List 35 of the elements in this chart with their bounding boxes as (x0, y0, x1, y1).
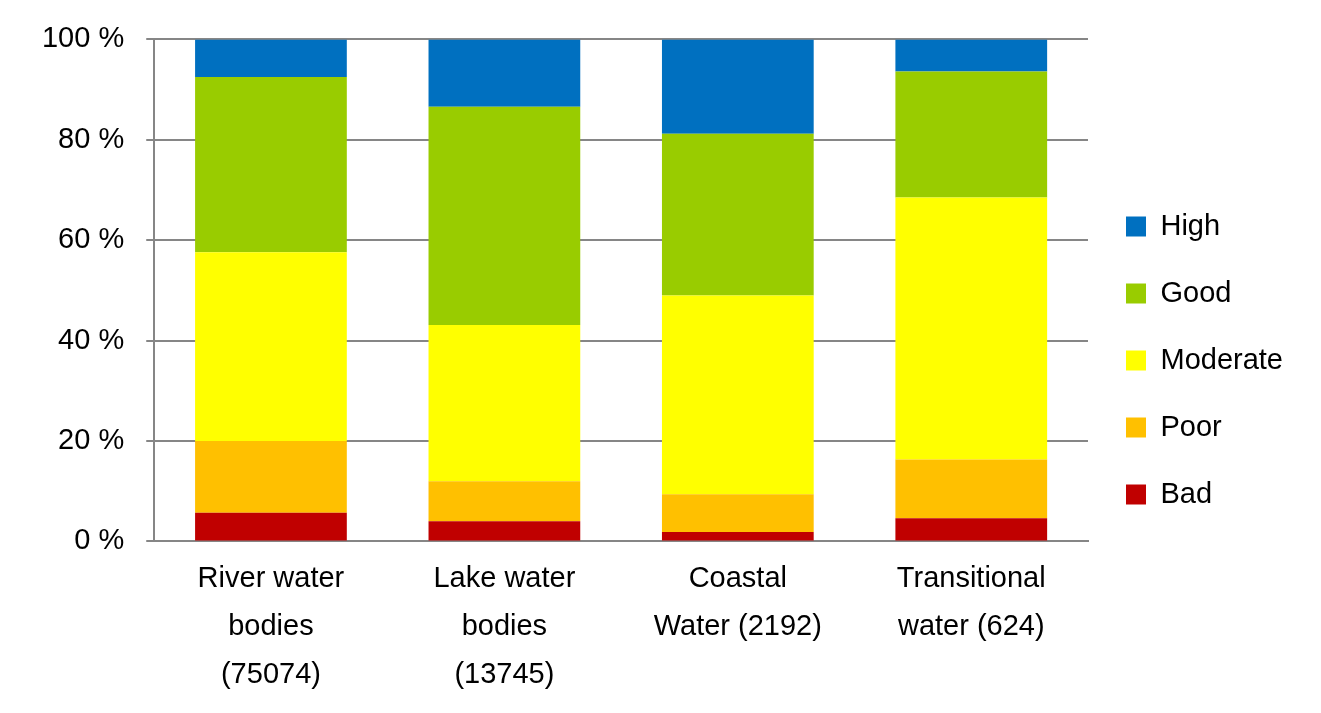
x-tick-label: Coastal Water (2192) (653, 561, 822, 642)
bar (895, 39, 1048, 72)
y-tick-label: 60 % (58, 222, 125, 255)
legend-label: Poor (1160, 409, 1223, 442)
bar (195, 77, 347, 253)
y-tick-label: 40 % (58, 322, 125, 355)
bar (195, 252, 347, 442)
bar (895, 518, 1048, 541)
bar (428, 106, 581, 326)
bar (895, 197, 1048, 460)
bar (661, 39, 814, 134)
bar (661, 133, 814, 296)
bar (661, 295, 814, 495)
bar (895, 459, 1048, 519)
legend-label: High (1160, 208, 1221, 241)
bar (428, 521, 581, 541)
bar (195, 39, 347, 78)
legend-label: Moderate (1160, 342, 1283, 375)
x-tick-label: Transitional water (624) (896, 561, 1046, 642)
legend-label: Bad (1160, 476, 1213, 509)
bar (895, 71, 1048, 198)
bar (195, 512, 347, 541)
bar (661, 531, 814, 541)
bar (195, 441, 347, 513)
bar (661, 494, 814, 532)
x-tick-label: Lake water bodies (13745) (433, 561, 576, 690)
x-tick-label: River water bodies (75074) (197, 561, 345, 690)
bar (428, 481, 581, 522)
bar (428, 325, 581, 482)
legend-label: Good (1160, 275, 1232, 308)
bar (428, 39, 581, 107)
y-tick-label: 100 % (41, 21, 125, 54)
y-tick-label: 80 % (58, 121, 125, 154)
y-tick-label: 0 % (74, 523, 125, 556)
y-tick-label: 20 % (58, 423, 125, 456)
